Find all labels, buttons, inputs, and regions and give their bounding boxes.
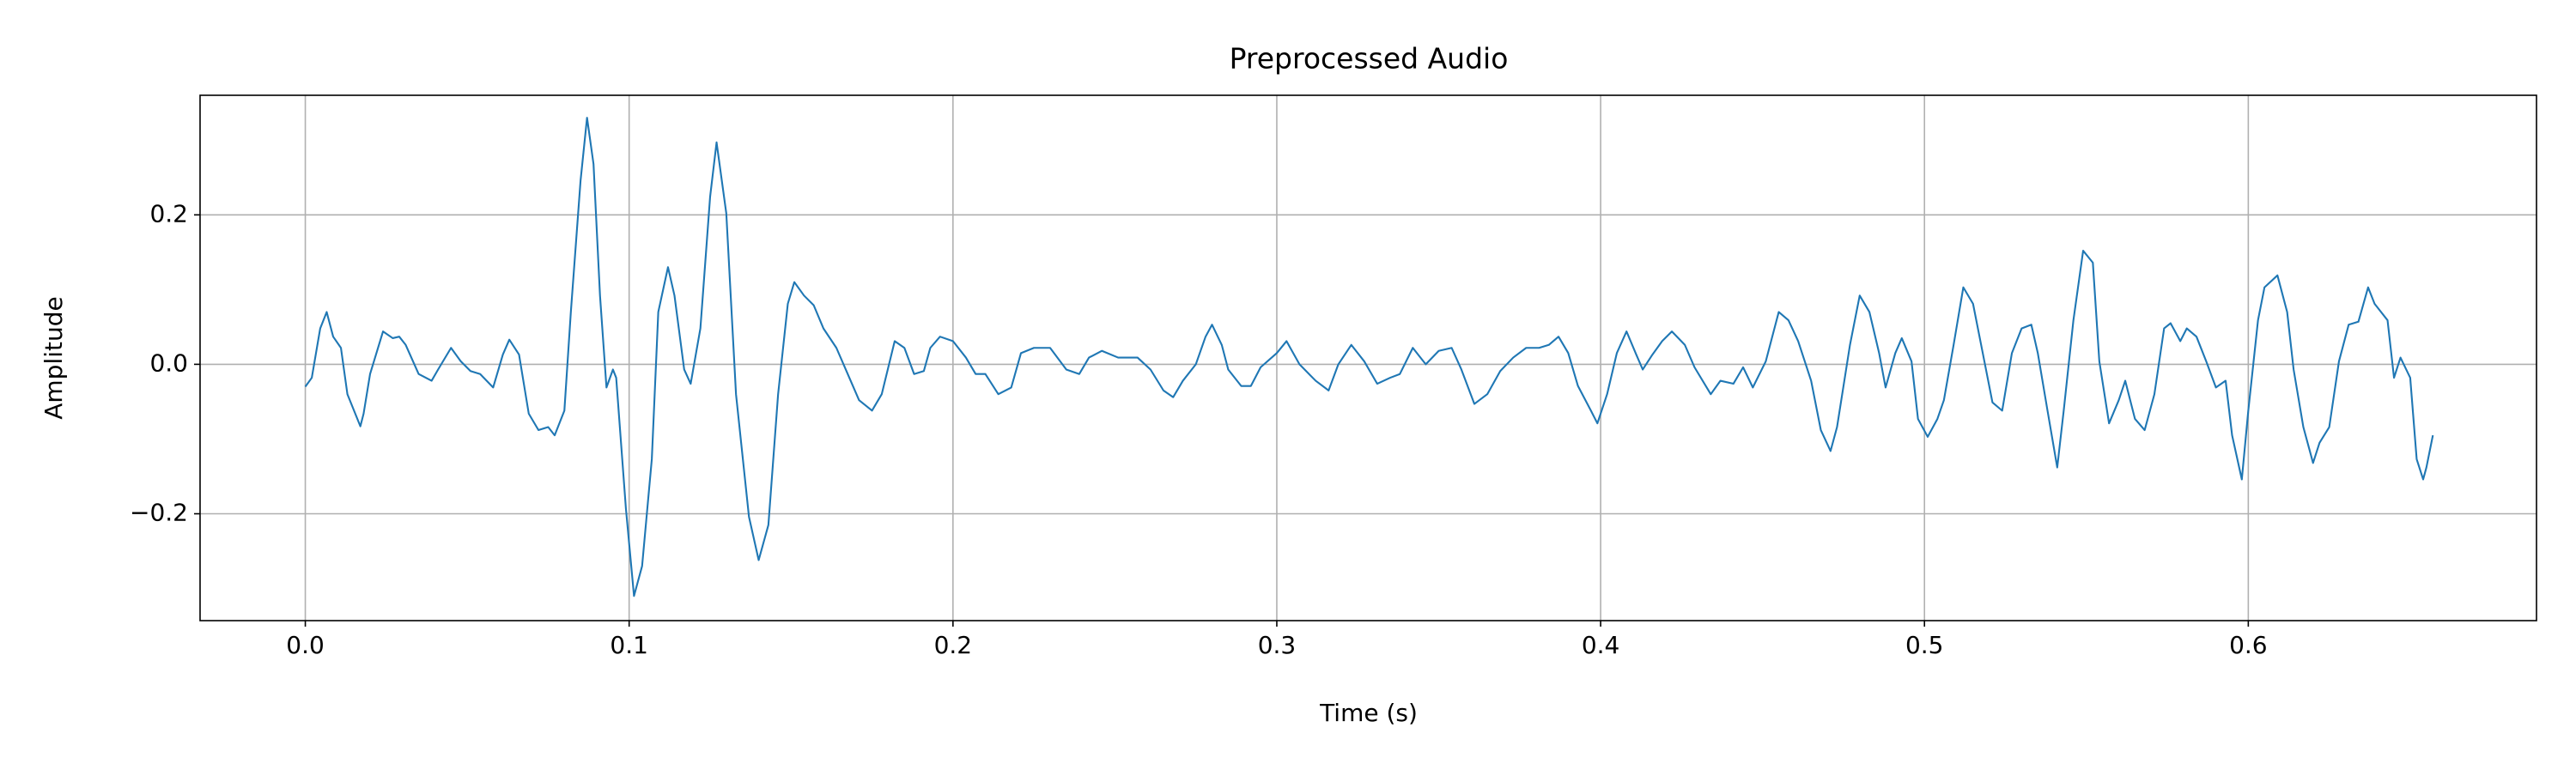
y-tick-label: 0.2 [149,199,188,227]
x-tick-label: 0.2 [934,631,973,659]
x-tick-label: 0.5 [1905,631,1944,659]
x-axis-label: Time (s) [1319,699,1418,727]
axes-frame [199,94,2537,621]
x-tick-label: 0.4 [1582,631,1620,659]
chart-title: Preprocessed Audio [1230,42,1509,76]
x-tick-label: 0.0 [286,631,325,659]
y-axis-label: Amplitude [39,296,68,420]
x-tick-label: 0.1 [610,631,648,659]
x-tick-label: 0.3 [1258,631,1297,659]
y-tick-label: −0.2 [130,499,188,527]
x-tick-label: 0.6 [2229,631,2268,659]
waveform-line [304,117,2434,597]
y-tick-label: 0.0 [149,349,188,377]
